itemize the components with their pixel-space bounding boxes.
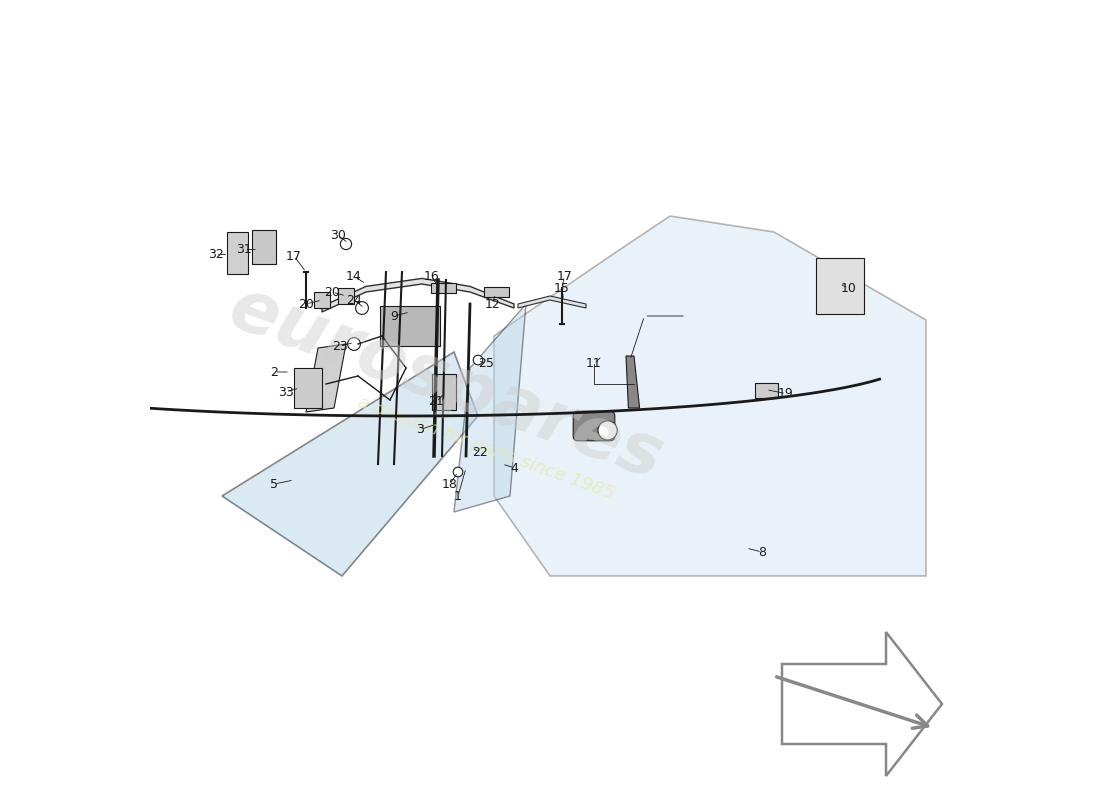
Text: 8: 8 [758, 546, 766, 558]
Text: 10: 10 [840, 282, 856, 294]
FancyBboxPatch shape [294, 368, 322, 408]
Text: 19: 19 [778, 387, 794, 400]
FancyBboxPatch shape [815, 258, 865, 314]
Circle shape [355, 302, 368, 314]
Polygon shape [306, 344, 346, 412]
Text: 1: 1 [454, 490, 462, 502]
FancyBboxPatch shape [573, 411, 615, 441]
Polygon shape [322, 278, 514, 312]
Text: 4: 4 [510, 462, 519, 474]
FancyBboxPatch shape [227, 232, 248, 274]
FancyBboxPatch shape [252, 230, 276, 264]
Text: 9: 9 [390, 310, 398, 322]
Circle shape [453, 467, 463, 477]
Text: 18: 18 [442, 478, 458, 490]
FancyBboxPatch shape [338, 288, 354, 304]
Text: 3: 3 [417, 423, 425, 436]
Text: eurospares: eurospares [220, 274, 672, 494]
FancyBboxPatch shape [381, 306, 440, 346]
Text: 23: 23 [332, 340, 348, 353]
Text: 15: 15 [554, 282, 570, 294]
Text: 16: 16 [424, 270, 440, 282]
Text: 21: 21 [429, 395, 444, 408]
Text: 17: 17 [557, 270, 572, 282]
Text: 20: 20 [324, 286, 340, 298]
FancyBboxPatch shape [431, 283, 456, 293]
Text: 17: 17 [286, 250, 301, 262]
Text: 2: 2 [271, 366, 278, 378]
Circle shape [473, 355, 483, 365]
Polygon shape [518, 296, 586, 308]
Text: 32: 32 [208, 248, 223, 261]
Text: 20: 20 [298, 298, 314, 310]
Text: 11: 11 [586, 358, 602, 370]
PathPatch shape [494, 216, 926, 576]
Polygon shape [222, 352, 478, 576]
Circle shape [598, 421, 617, 440]
Text: 33: 33 [278, 386, 294, 398]
Polygon shape [454, 304, 526, 512]
Text: 30: 30 [330, 229, 345, 242]
Text: 14: 14 [346, 270, 362, 282]
Circle shape [348, 338, 361, 350]
Text: 5: 5 [270, 478, 278, 490]
Text: 22: 22 [472, 446, 487, 458]
FancyBboxPatch shape [484, 287, 509, 297]
Circle shape [340, 238, 352, 250]
Text: a passion for parts since 1985: a passion for parts since 1985 [355, 393, 617, 503]
Text: 12: 12 [484, 298, 500, 310]
Text: 24: 24 [346, 294, 362, 306]
Text: 31: 31 [236, 243, 252, 256]
FancyBboxPatch shape [314, 292, 330, 308]
Text: 25: 25 [478, 358, 494, 370]
FancyBboxPatch shape [755, 383, 778, 398]
Polygon shape [626, 356, 639, 408]
FancyBboxPatch shape [431, 374, 456, 410]
